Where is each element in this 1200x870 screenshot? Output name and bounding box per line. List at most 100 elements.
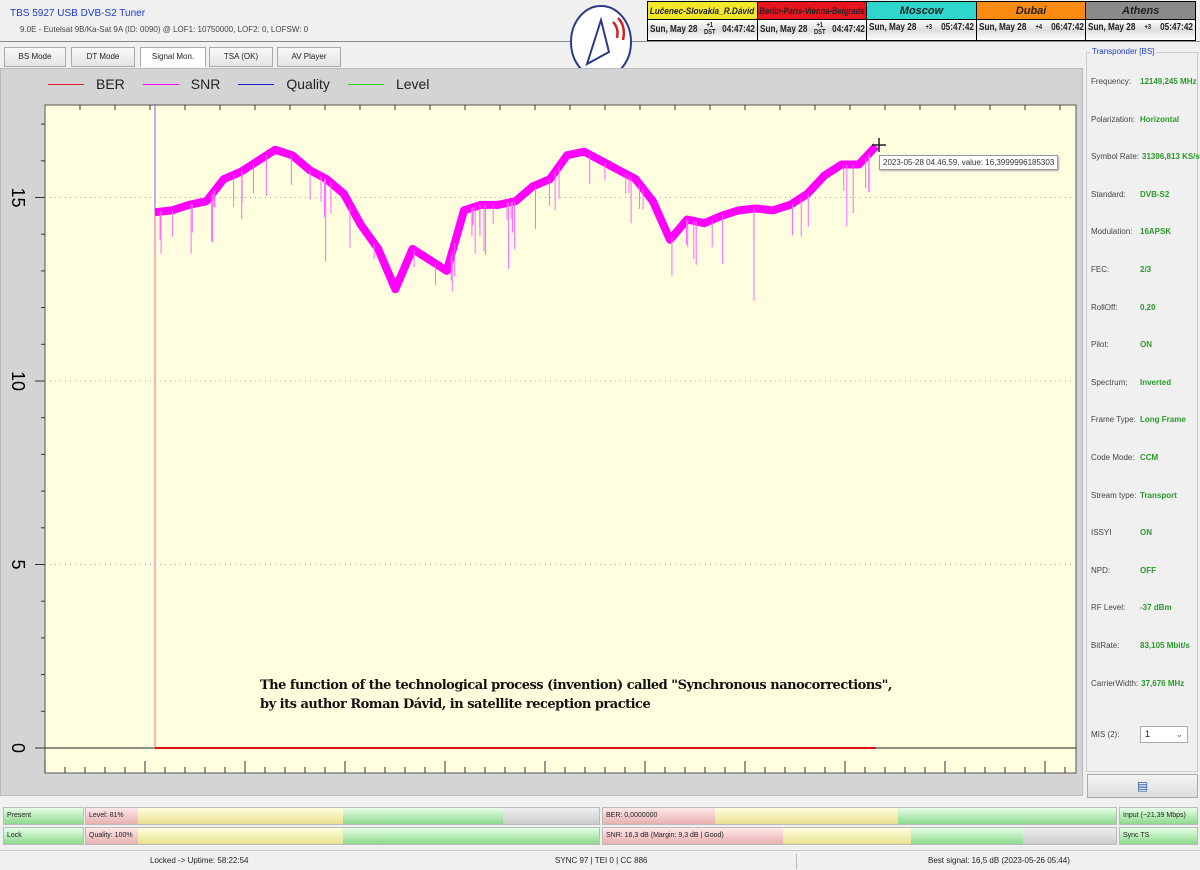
signal-chart: 0 5 10 15	[8, 104, 1077, 774]
lock-label: Lock	[7, 832, 22, 839]
ber-label: BER: 0,0000000	[606, 812, 658, 819]
mis-row: MIS (2):	[1091, 730, 1140, 739]
transponder-row: Frequency: 12149,245 MHz	[1091, 77, 1196, 86]
transponder-row: CarrierWidth: 37,676 MHz	[1091, 679, 1184, 688]
legend-item-ber[interactable]: BER	[48, 76, 125, 92]
transponder-row: Standard: DVB-S2	[1091, 190, 1169, 199]
transponder-row: Code Mode: CCM	[1091, 453, 1158, 462]
row-value: DVB-S2	[1140, 189, 1170, 199]
chart-tooltip: 2023-05-28 04.46.59, value: 16,399999618…	[879, 155, 1059, 170]
best-signal-status: Best signal: 16,5 dB (2023-05-26 05:44)	[928, 856, 1070, 865]
clock-city: Berlin-Paris-Vienna-Belgrade	[759, 6, 865, 16]
row-value: CCM	[1140, 453, 1159, 462]
sync-label: Sync TS	[1123, 832, 1150, 839]
tab-bs-mode[interactable]: BS Mode	[4, 47, 66, 67]
y-tick-label: 15	[8, 187, 28, 207]
clock-dst: DST	[813, 29, 826, 36]
present-indicator: Present	[3, 807, 84, 825]
level-meter: Level: 81%	[85, 807, 600, 825]
legend-label: Level	[395, 76, 430, 92]
row-value: Transport	[1140, 490, 1177, 500]
y-tick-label: 10	[8, 371, 28, 391]
row-key: Symbol Rate:	[1091, 152, 1140, 162]
row-value: 0.20	[1140, 302, 1156, 312]
clock-time: 04:47:42	[722, 23, 755, 35]
chart-legend: BER SNR Quality Level	[48, 76, 429, 92]
snr-line	[154, 143, 879, 294]
legend-label: SNR	[190, 76, 221, 92]
row-value: 16APSK	[1140, 227, 1172, 237]
row-key: Frequency:	[1091, 77, 1132, 86]
transponder-row: Modulation: 16APSK	[1091, 227, 1171, 236]
row-value: 12149,245 MHz	[1140, 77, 1197, 86]
row-key: NPD:	[1091, 565, 1111, 575]
transponder-row: Symbol Rate: 31396,813 KS/s	[1091, 152, 1200, 161]
input-indicator: Input (~21,39 Mbps)	[1119, 807, 1198, 825]
legend-swatch	[48, 83, 84, 85]
clock-city: Moscow	[899, 5, 944, 17]
row-value: -37 dBm	[1140, 603, 1172, 613]
clock-time: 06:47:42	[1050, 22, 1084, 33]
row-key: BitRate:	[1091, 641, 1120, 650]
quality-label: Quality: 100%	[89, 832, 133, 839]
clock-2: Moscow Sun, May 28 +3 05:47:42	[867, 2, 977, 40]
row-key: Pilot:	[1091, 340, 1109, 350]
clock-date: Sun, May 28	[650, 23, 698, 35]
clock-offset: +1	[816, 22, 823, 29]
legend-swatch	[347, 83, 384, 85]
clock-1: Berlin-Paris-Vienna-Belgrade Sun, May 28…	[757, 2, 868, 40]
row-value: 2/3	[1140, 265, 1152, 274]
row-value: ON	[1140, 340, 1152, 350]
row-key: Polarization:	[1091, 114, 1136, 124]
legend-label: Quality	[286, 76, 330, 92]
clock-date: Sun, May 28	[978, 22, 1027, 33]
panel-toggle-button[interactable]: ▤	[1087, 774, 1198, 798]
tab-av-player[interactable]: AV Player	[277, 47, 341, 67]
window-icon: ▤	[1136, 779, 1149, 793]
present-label: Present	[7, 812, 32, 819]
clock-date: Sun, May 28	[869, 22, 917, 33]
transponder-row: Pilot: ON	[1091, 340, 1152, 349]
transponder-title: Transponder [BS]	[1090, 47, 1157, 56]
annotation: The function of the technological proces…	[260, 676, 892, 714]
tab-dt-mode[interactable]: DT Mode	[71, 47, 135, 67]
quality-meter: Quality: 100%	[85, 827, 600, 845]
snr-label: SNR: 16,3 dB (Margin: 9,3 dB | Good)	[606, 832, 724, 839]
sync-status: SYNC 97 | TEI 0 | CC 886	[555, 856, 648, 865]
row-value: Horizontal	[1140, 114, 1180, 124]
mis-label: MIS (2):	[1091, 730, 1120, 739]
legend-item-snr[interactable]: SNR	[142, 76, 221, 92]
transponder-row: Stream type: Transport	[1091, 491, 1177, 500]
tab-tsa[interactable]: TSA (OK)	[209, 47, 273, 67]
row-key: Code Mode:	[1091, 453, 1135, 462]
row-key: Frame Type:	[1091, 415, 1136, 425]
row-key: Modulation:	[1091, 227, 1133, 237]
clock-offset: +3	[925, 24, 933, 31]
world-clock: Lučenec-Slovakia_R.Dávid Sun, May 28 +1 D…	[647, 1, 1196, 41]
clock-city: Athens	[1122, 5, 1160, 17]
clock-offset: +1	[706, 22, 714, 29]
mis-select[interactable]: 1 ⌄	[1140, 726, 1188, 743]
clock-dst: DST	[704, 29, 716, 36]
clock-date: Sun, May 28	[1088, 22, 1136, 33]
legend-swatch	[238, 83, 275, 85]
input-label: Input (~21,39 Mbps)	[1123, 812, 1186, 819]
row-key: Standard:	[1091, 189, 1126, 199]
transponder-row: BitRate: 83,105 Mbit/s	[1091, 641, 1190, 650]
transponder-row: Frame Type: Long Frame	[1091, 415, 1186, 424]
clock-date: Sun, May 28	[759, 23, 807, 35]
clock-4: Athens Sun, May 28 +3 05:47:42	[1086, 2, 1195, 40]
status-bar: Locked -> Uptime: 58:22:54 SYNC 97 | TEI…	[0, 850, 1200, 870]
mis-value: 1	[1145, 729, 1151, 739]
transponder-row: RF Level: -37 dBm	[1091, 603, 1172, 612]
row-key: RollOff:	[1091, 302, 1118, 312]
tab-signal-mon[interactable]: Signal Mon.	[140, 47, 206, 67]
legend-item-quality[interactable]: Quality	[238, 76, 330, 92]
clock-3: Dubai Sun, May 28 +4 06:47:42	[976, 2, 1087, 40]
row-value: Long Frame	[1140, 415, 1186, 425]
clock-time: 04:47:42	[831, 23, 865, 35]
row-key: ISSYI	[1091, 528, 1112, 538]
ber-meter: BER: 0,0000000	[602, 807, 1117, 825]
legend-item-level[interactable]: Level	[347, 76, 430, 92]
snr-meter: SNR: 16,3 dB (Margin: 9,3 dB | Good)	[602, 827, 1117, 845]
